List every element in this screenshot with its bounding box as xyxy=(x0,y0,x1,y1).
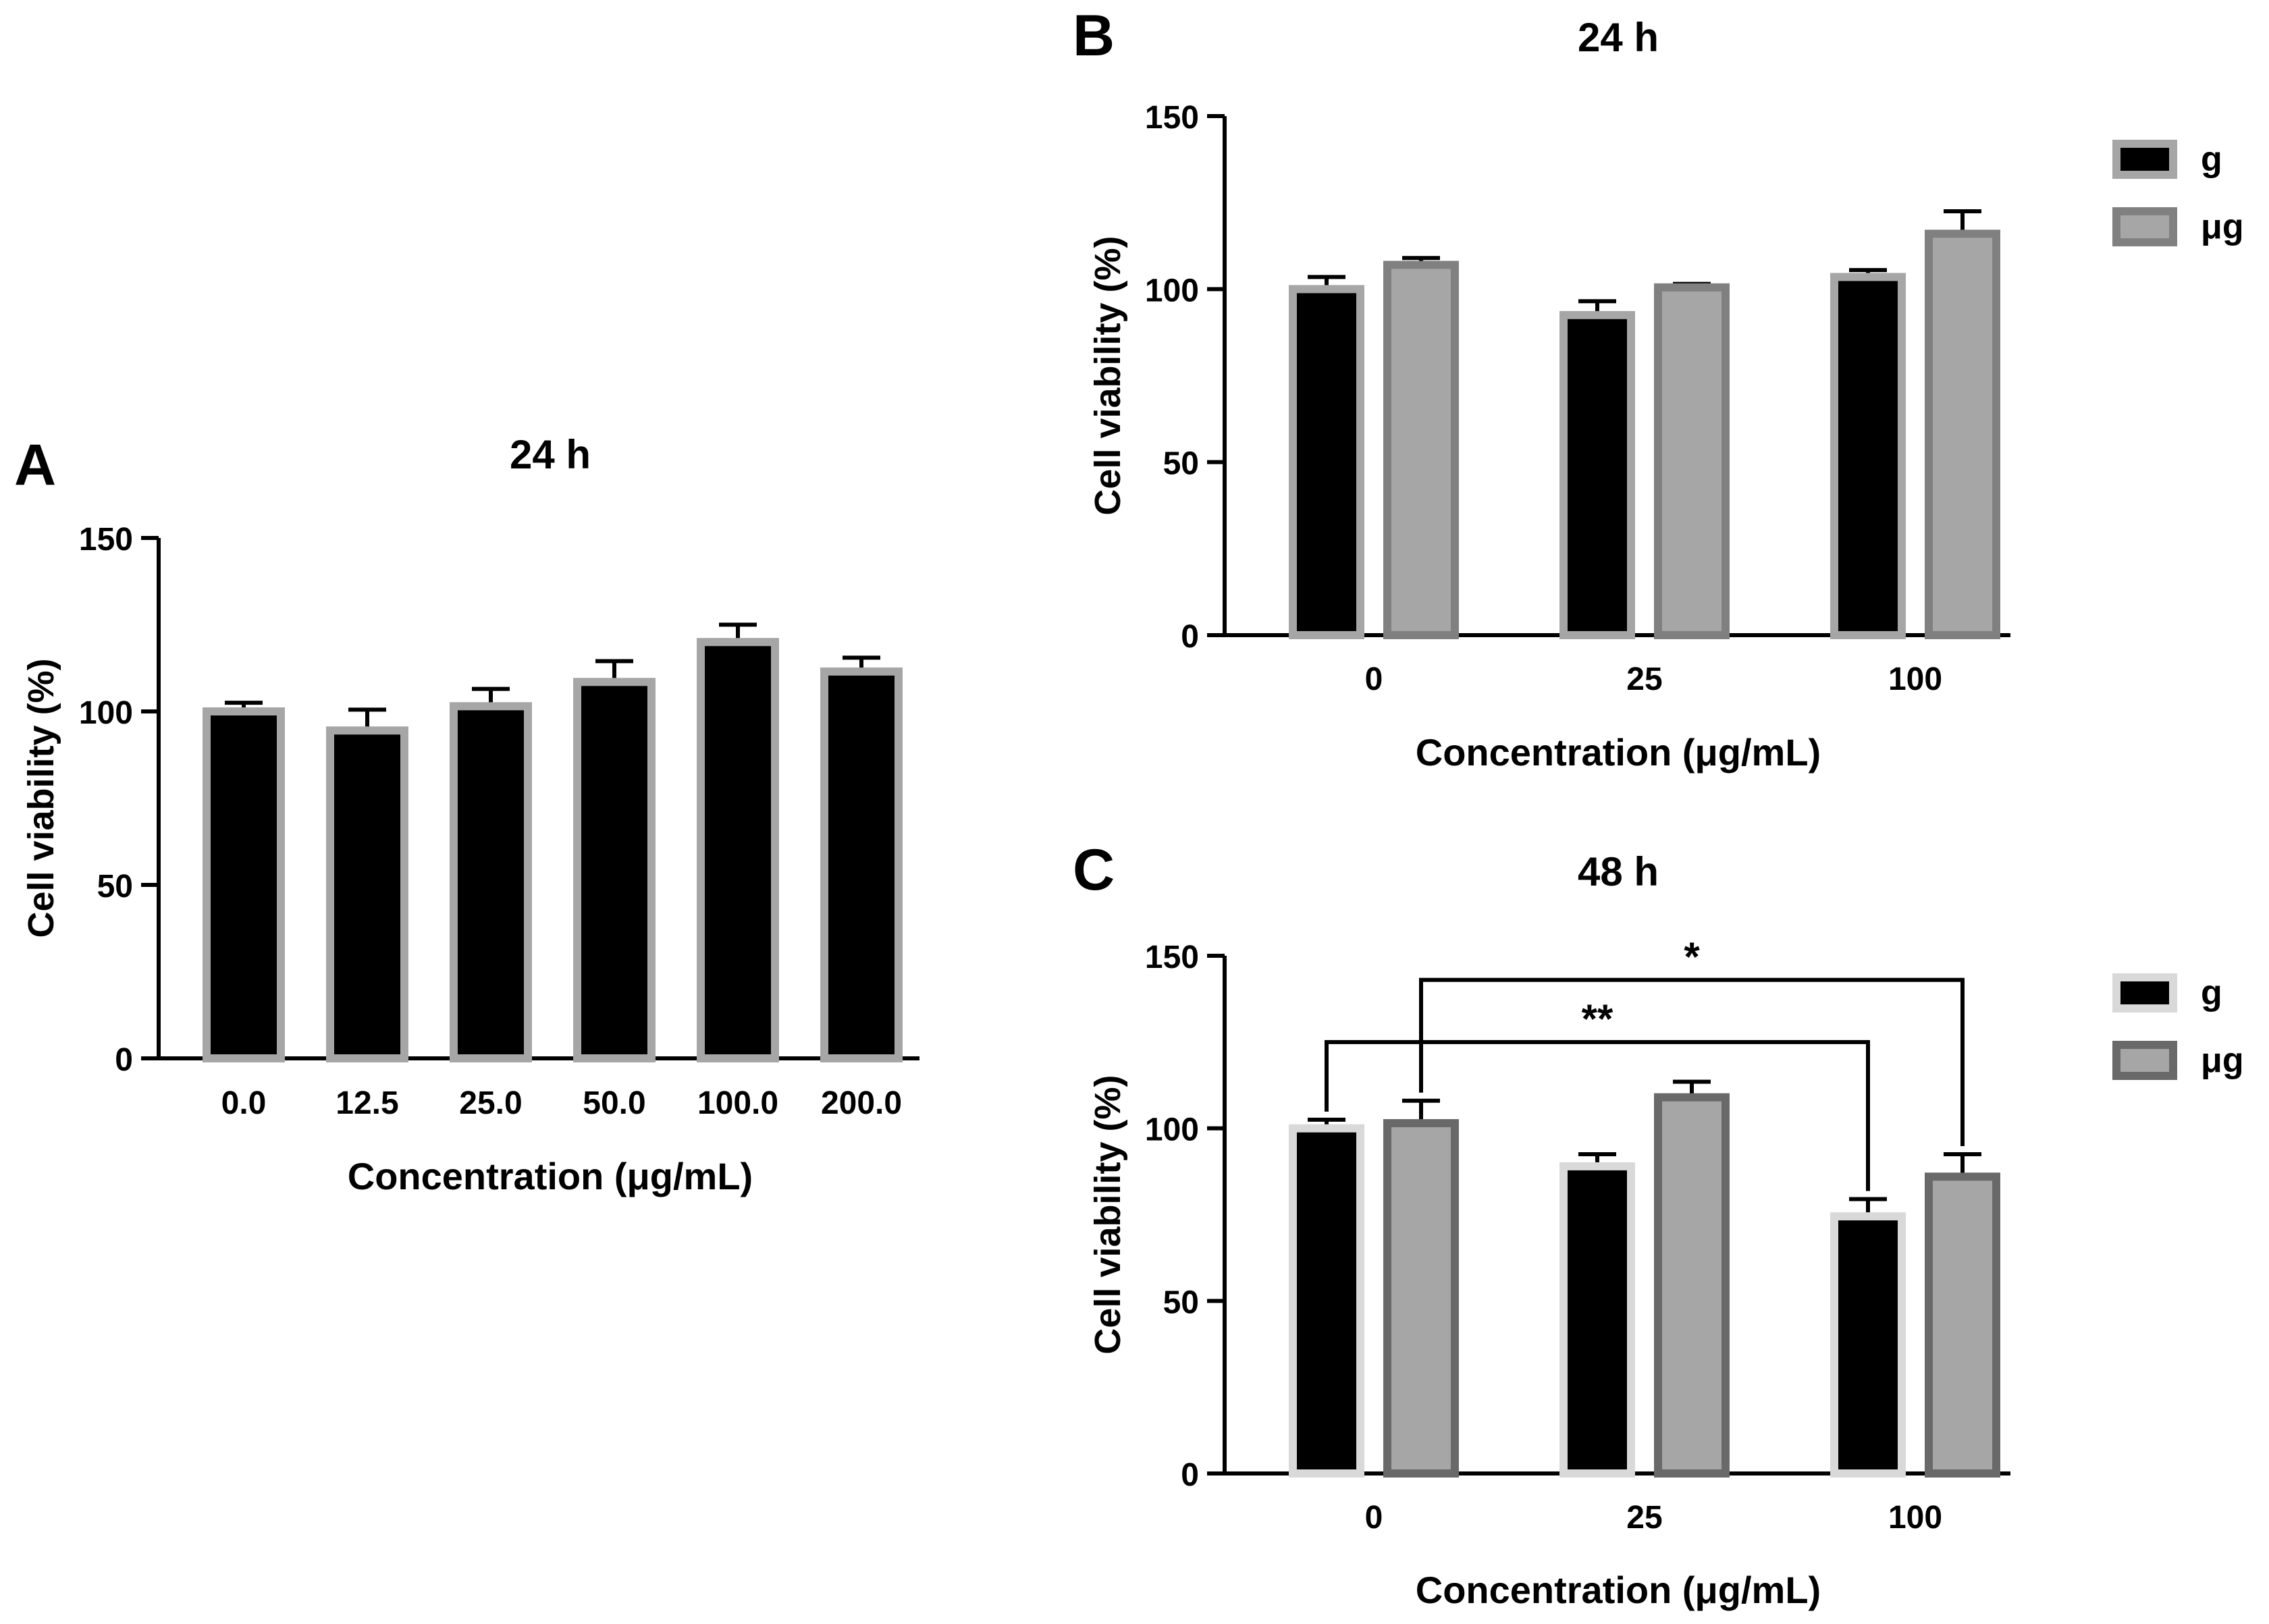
bar xyxy=(1289,285,1364,640)
y-tick-label: 50 xyxy=(1163,446,1199,482)
legend-swatch xyxy=(2112,140,2177,179)
bar xyxy=(326,726,408,1063)
legend-swatch xyxy=(2112,1041,2177,1080)
significance-bracket xyxy=(1419,977,1965,1147)
significance-bracket xyxy=(1325,1039,1870,1191)
legend-label: μg xyxy=(2201,1041,2244,1080)
bar xyxy=(1559,310,1635,639)
y-tick-label: 100 xyxy=(79,695,133,731)
x-tick-label: 0 xyxy=(1365,661,1383,697)
bar xyxy=(1925,229,2000,640)
significance-label: * xyxy=(1684,934,1700,979)
legend-label: g xyxy=(2201,973,2222,1012)
panel-label: A xyxy=(14,433,56,497)
chart-panel-a: A 24 h 0 50 100 150 Cell viability (%) Concentr… xyxy=(14,432,919,1197)
x-tick-label: 100 xyxy=(1888,661,1942,697)
chart-title: 24 h xyxy=(510,432,591,477)
bar xyxy=(1830,273,1906,639)
y-tick-label: 0 xyxy=(1181,1457,1199,1493)
bar xyxy=(1383,1118,1459,1478)
x-tick-label: 100.0 xyxy=(697,1085,778,1121)
chart-panel-c: C 48 h 0 50 100 150 Cell viability (%) Concentr… xyxy=(1073,838,2244,1611)
x-tick-label: 0.0 xyxy=(221,1085,267,1121)
bar xyxy=(1559,1162,1635,1478)
legend-swatch xyxy=(2112,973,2177,1012)
x-axis-label: Concentration (μg/mL) xyxy=(348,1155,753,1197)
x-tick-label: 25 xyxy=(1626,1500,1662,1536)
panel-label: C xyxy=(1073,838,1115,902)
bar xyxy=(203,707,285,1062)
bar xyxy=(820,667,903,1062)
y-tick-label: 100 xyxy=(1145,273,1199,308)
y-tick-label: 150 xyxy=(1145,940,1199,975)
panel-label: B xyxy=(1073,3,1115,68)
x-tick-label: 25.0 xyxy=(459,1085,522,1121)
bar xyxy=(697,638,779,1062)
bar xyxy=(1383,261,1459,639)
legend-swatch xyxy=(2112,207,2177,246)
x-tick-label: 12.5 xyxy=(336,1085,398,1121)
x-tick-label: 200.0 xyxy=(821,1085,902,1121)
y-axis-label: Cell viability (%) xyxy=(21,658,61,938)
chart-title: 24 h xyxy=(1578,15,1659,60)
legend-label: μg xyxy=(2201,207,2244,246)
chart-title: 48 h xyxy=(1578,849,1659,894)
significance-label: ** xyxy=(1582,996,1613,1041)
x-tick-label: 50.0 xyxy=(583,1085,645,1121)
y-tick-label: 150 xyxy=(1145,100,1199,136)
y-axis-label: Cell viability (%) xyxy=(1088,236,1128,515)
y-tick-label: 0 xyxy=(115,1042,133,1078)
bar xyxy=(573,678,656,1062)
bar xyxy=(1830,1212,1906,1478)
legend-label: g xyxy=(2201,140,2222,179)
x-tick-label: 25 xyxy=(1626,661,1662,697)
bar xyxy=(450,702,532,1063)
x-axis-label: Concentration (μg/mL) xyxy=(1416,1569,1821,1611)
x-tick-label: 100 xyxy=(1888,1500,1942,1536)
bar xyxy=(1925,1172,2000,1478)
y-tick-label: 0 xyxy=(1181,619,1199,655)
bar xyxy=(1654,1093,1730,1478)
x-axis-label: Concentration (μg/mL) xyxy=(1416,731,1821,774)
bar xyxy=(1654,283,1730,639)
y-tick-label: 150 xyxy=(79,522,133,558)
chart-panel-b: B 24 h 0 50 100 150 Cell viability (%) Concentr… xyxy=(1073,3,2244,774)
y-tick-label: 50 xyxy=(1163,1284,1199,1320)
y-tick-label: 50 xyxy=(97,869,133,904)
x-tick-label: 0 xyxy=(1365,1500,1383,1536)
y-tick-label: 100 xyxy=(1145,1112,1199,1148)
bar xyxy=(1289,1124,1364,1478)
y-axis-label: Cell viability (%) xyxy=(1088,1075,1128,1354)
